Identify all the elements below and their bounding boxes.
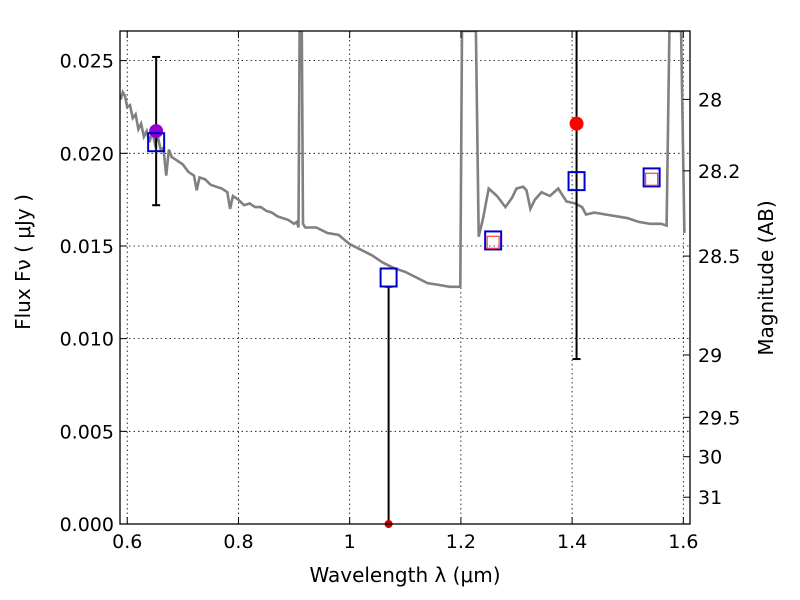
mag-tick-label: 30 [698,447,722,469]
mag-tick-label: 28.2 [698,161,740,183]
x-tick-label: 1.2 [446,531,476,553]
observed-point [486,235,500,249]
model-point [567,171,586,192]
y-axis-label: Flux Fν ( μJy ) [11,194,35,330]
model-point [379,267,398,288]
observed-point [569,116,584,131]
x-tick-label: 0.6 [112,531,142,553]
observed-point [645,172,659,186]
mag-tick-label: 31 [698,487,722,509]
y-tick-label: 0.005 [60,421,114,443]
y-tick-label: 0.020 [60,143,114,165]
x-tick-label: 1 [344,531,356,553]
mag-tick-label: 28.5 [698,246,740,268]
y-tick-label: 0.010 [60,329,114,351]
mag-tick-label: 29 [698,345,722,367]
plot-frame [119,30,691,525]
y2-axis-label: Magnitude (AB) [754,200,778,355]
mag-tick-label: 29.5 [698,407,740,429]
x-tick-label: 1.6 [668,531,698,553]
plot-area [120,31,686,289]
x-tick-label: 1.4 [557,531,587,553]
sed-model-line [120,31,686,289]
x-tick-label: 0.8 [223,531,253,553]
y-tick-label: 0.015 [60,236,114,258]
x-axis-label: Wavelength λ (μm) [309,563,500,587]
model-point [484,230,503,251]
grid-lines [120,31,690,525]
mag-tick-label: 28 [698,89,722,111]
observed-point [149,124,164,139]
axis-ticks: 0.6 0.8 1 1.2 1.4 1.6 0.000 0.005 0.010 0.015 0.02… [60,31,740,553]
data-markers [147,116,661,528]
model-point [147,132,166,153]
error-bars [152,31,581,524]
model-point [642,167,661,188]
y-tick-label: 0.025 [60,51,114,73]
y-tick-label: 0.000 [60,514,114,536]
